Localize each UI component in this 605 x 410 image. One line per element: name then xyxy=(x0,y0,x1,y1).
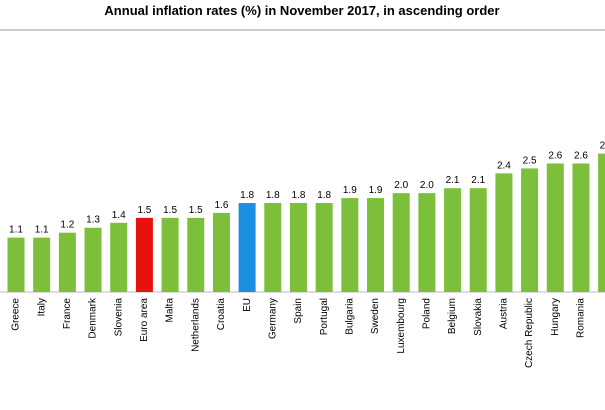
x-tick-label: EU xyxy=(242,298,253,312)
bar xyxy=(572,163,590,292)
value-label: 1.8 xyxy=(240,190,254,201)
bar xyxy=(238,203,256,292)
bar xyxy=(418,193,436,292)
bar xyxy=(546,163,564,292)
bar xyxy=(495,173,513,292)
bar xyxy=(33,237,51,292)
value-label: 2.1 xyxy=(446,175,460,186)
value-label: 1.8 xyxy=(266,190,280,201)
bar xyxy=(341,198,359,292)
x-tick-label: Germany xyxy=(267,298,278,339)
value-label: 2.6 xyxy=(548,150,562,161)
x-tick-label: Luxembourg xyxy=(396,298,407,354)
value-label: 1.8 xyxy=(292,190,306,201)
value-label: 1.4 xyxy=(112,210,126,221)
bar xyxy=(135,217,153,292)
chart-title: Annual inflation rates (%) in November 2… xyxy=(104,3,499,18)
bar xyxy=(469,188,487,292)
value-label: 1.2 xyxy=(60,220,74,231)
bar xyxy=(367,198,385,292)
x-tick-label: Poland xyxy=(422,298,433,329)
x-tick-label: Malta xyxy=(165,298,176,323)
x-tick-label: Austria xyxy=(499,298,510,330)
bar xyxy=(264,203,282,292)
value-label: 1.5 xyxy=(163,205,177,216)
bar xyxy=(598,153,605,292)
value-label: 1.3 xyxy=(86,215,100,226)
bar xyxy=(161,217,179,292)
x-tick-label: Slovenia xyxy=(113,298,124,337)
x-tick-label: Bulgaria xyxy=(344,298,355,335)
x-tick-label: Denmark xyxy=(88,297,99,339)
x-tick-label: France xyxy=(62,298,73,330)
x-tick-label: Hungary xyxy=(550,298,561,336)
value-label: 2.6 xyxy=(574,150,588,161)
value-label: 1.8 xyxy=(317,190,331,201)
value-label: 2.0 xyxy=(394,180,408,191)
value-label: 1.1 xyxy=(9,225,23,236)
bar xyxy=(58,232,76,292)
x-tick-label: Spain xyxy=(293,298,304,324)
x-tick-label: Czech Republic xyxy=(524,298,535,368)
bar xyxy=(521,168,539,292)
bar xyxy=(7,237,25,292)
bar xyxy=(444,188,462,292)
x-tick-label: Sweden xyxy=(370,298,381,334)
x-tick-label: Netherlands xyxy=(190,298,201,352)
value-label: 2.1 xyxy=(471,175,485,186)
x-tick-label: Croatia xyxy=(216,298,227,331)
value-label: 1.9 xyxy=(369,185,383,196)
value-label: 2.5 xyxy=(523,155,537,166)
x-tick-label: Romania xyxy=(576,298,587,338)
bar xyxy=(212,212,230,292)
bar xyxy=(187,217,205,292)
bar xyxy=(289,203,307,292)
value-label: 2.8 xyxy=(600,141,605,152)
value-label: 1.6 xyxy=(214,200,228,211)
x-tick-label: Slovakia xyxy=(473,298,484,336)
value-label: 2.0 xyxy=(420,180,434,191)
value-label: 1.5 xyxy=(189,205,203,216)
x-tick-label: Portugal xyxy=(319,298,330,335)
bar xyxy=(84,227,102,292)
x-tick-label: Greece xyxy=(11,298,22,331)
x-tick-label: Euro area xyxy=(139,298,150,342)
x-tick-label: Belgium xyxy=(447,298,458,334)
value-label: 1.1 xyxy=(35,225,49,236)
value-label: 1.5 xyxy=(137,205,151,216)
value-label: 1.9 xyxy=(343,185,357,196)
bar xyxy=(315,203,333,292)
bar xyxy=(110,222,128,292)
x-tick-label: Italy xyxy=(36,298,47,316)
value-label: 2.4 xyxy=(497,160,511,171)
bar xyxy=(392,193,410,292)
